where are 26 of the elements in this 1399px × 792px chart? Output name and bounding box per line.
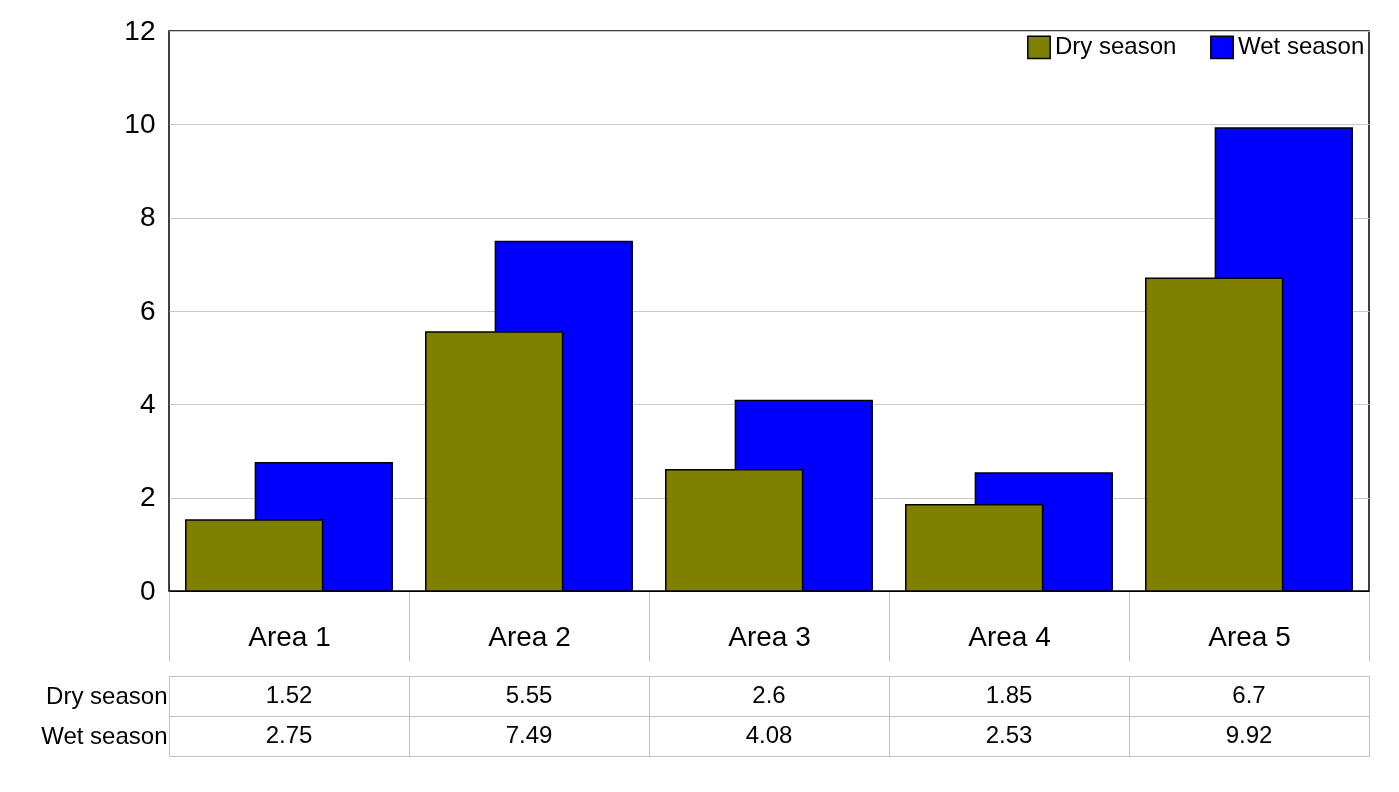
x-tick-label: Area 1 — [248, 620, 331, 652]
text: Wet season — [41, 721, 168, 749]
x-tick-label: Area 2 — [488, 620, 571, 652]
legend-label: Dry season — [1055, 32, 1177, 60]
data-label: 1.52 — [265, 681, 313, 708]
y-tick-label: 2 — [139, 481, 156, 513]
legend-label: Wet season — [1238, 32, 1365, 60]
y-tick-label: 4 — [139, 387, 156, 419]
data-label: 2.53 — [985, 721, 1033, 748]
text: Dry season — [46, 681, 168, 709]
data-label: 6.7 — [1232, 681, 1266, 708]
data-label: 1.85 — [985, 681, 1033, 708]
data-label: 5.55 — [505, 681, 553, 708]
data-label: 9.92 — [1225, 721, 1273, 748]
data-label: 4.08 — [745, 721, 793, 748]
y-tick-label: 12 — [124, 14, 156, 46]
x-tick-label: Area 5 — [1208, 620, 1291, 652]
x-tick-label: Area 4 — [968, 620, 1051, 652]
y-tick-label: 8 — [139, 201, 156, 233]
data-label: 2.6 — [752, 681, 786, 708]
y-tick-label: 10 — [124, 107, 156, 139]
data-label: 7.49 — [505, 721, 553, 748]
y-tick-label: 0 — [139, 574, 156, 606]
x-tick-label: Area 3 — [728, 620, 811, 652]
data-label: 2.75 — [265, 721, 313, 748]
y-tick-label: 6 — [139, 294, 156, 326]
